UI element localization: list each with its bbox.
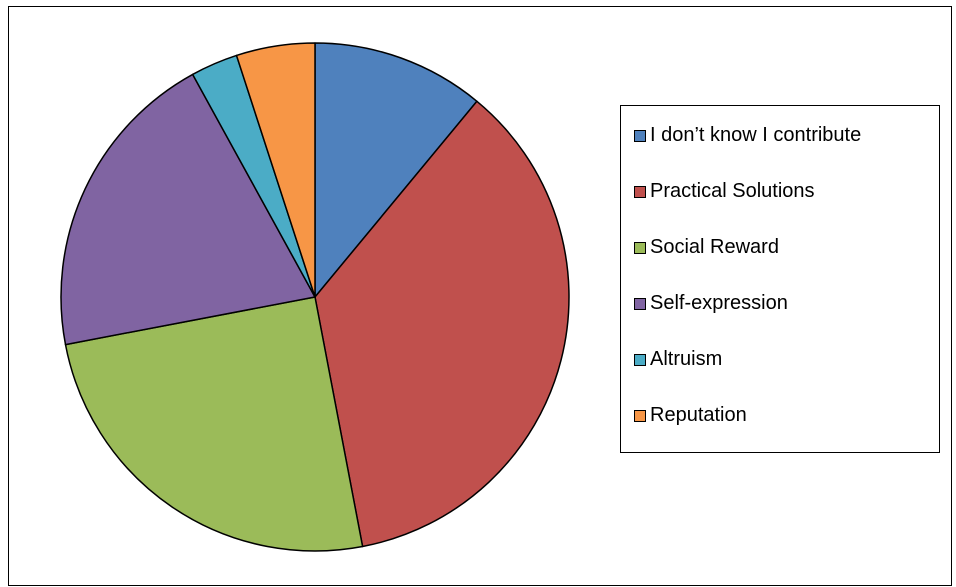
legend-swatch	[634, 354, 646, 366]
legend-label: Altruism	[650, 348, 723, 370]
pie-slice-5	[235, 42, 316, 298]
legend-swatch	[634, 242, 646, 254]
legend-label: Reputation	[650, 404, 747, 426]
pie-slice-0	[314, 42, 478, 298]
legend: I don’t know I contribute Practical Solu…	[620, 105, 940, 453]
legend-swatch	[634, 186, 646, 198]
legend-label: Practical Solutions	[650, 180, 815, 202]
legend-label: Social Reward	[650, 236, 779, 258]
chart-area: I don’t know I contribute Practical Solu…	[8, 6, 952, 586]
pie-slice-3	[60, 73, 316, 346]
legend-swatch	[634, 130, 646, 142]
legend-swatch	[634, 410, 646, 422]
legend-swatch	[634, 298, 646, 310]
legend-item-reputation: Reputation	[621, 403, 939, 459]
legend-item-practical-solutions: Practical Solutions	[621, 179, 939, 235]
legend-item-altruism: Altruism	[621, 347, 939, 403]
pie-slice-1	[314, 100, 570, 548]
legend-item-dont-know: I don’t know I contribute	[621, 123, 939, 179]
legend-item-self-expression: Self-expression	[621, 291, 939, 347]
legend-item-social-reward: Social Reward	[621, 235, 939, 291]
legend-label: Self-expression	[650, 292, 788, 314]
legend-label: I don’t know I contribute	[650, 124, 862, 146]
pie-slice-2	[64, 296, 364, 552]
pie-chart	[60, 42, 570, 552]
